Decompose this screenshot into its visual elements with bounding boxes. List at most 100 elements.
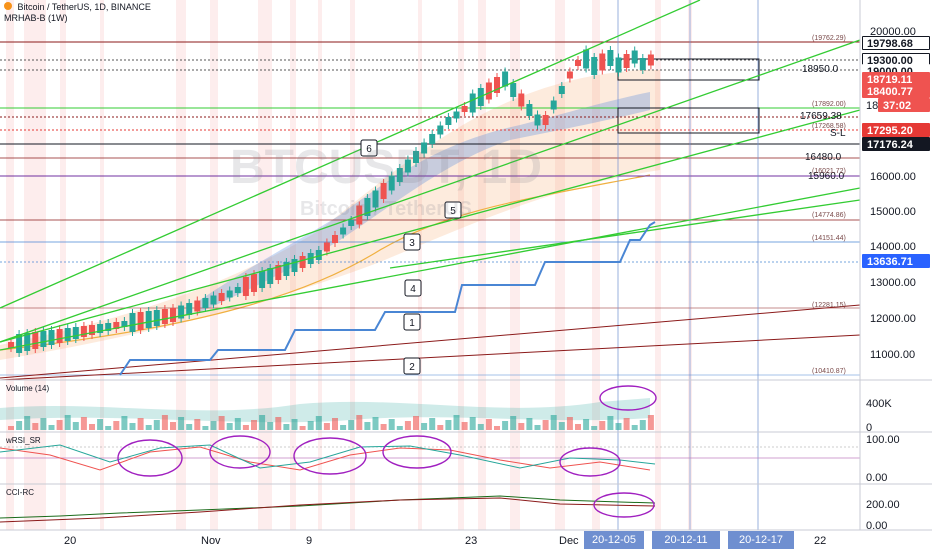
stop-loss-label: S-L xyxy=(830,128,846,139)
level-label: 16480.0 xyxy=(805,152,842,163)
trendline xyxy=(0,187,861,351)
price-tick: 14000.00 xyxy=(870,241,916,253)
time-label: 23 xyxy=(465,535,478,547)
volume-bar xyxy=(291,419,298,430)
fib-label: (14774.86) xyxy=(812,212,846,219)
wave-label-box xyxy=(444,201,462,219)
volume-bar xyxy=(48,425,55,430)
candle-body xyxy=(429,134,436,144)
candle-body xyxy=(259,271,266,288)
volume-bar xyxy=(340,425,347,430)
level-label: 18950.0 xyxy=(802,64,839,75)
candle-body xyxy=(161,309,168,324)
candle-body xyxy=(64,328,71,341)
target-box xyxy=(617,107,760,134)
red-band xyxy=(555,0,565,530)
cci-pane-label[interactable]: CCI-RC xyxy=(6,488,34,497)
price-tag[interactable]: 17295.20 xyxy=(862,123,930,137)
volume-bar xyxy=(599,421,606,430)
watermark-ticker: BTCUSDT, 1D xyxy=(230,141,543,194)
annotation-ellipse xyxy=(293,437,367,475)
fib-label: (14151.44) xyxy=(812,235,846,242)
orange-cloud xyxy=(0,70,660,360)
candle-body xyxy=(170,308,176,322)
volume-bar xyxy=(526,418,533,430)
candle-body xyxy=(542,115,549,125)
candle-body xyxy=(153,310,160,326)
volume-bar xyxy=(129,423,136,430)
wave-label: 1 xyxy=(409,318,415,329)
candle-body xyxy=(299,256,306,268)
candlesticks xyxy=(8,45,654,357)
candle-body xyxy=(89,325,95,335)
candle-body xyxy=(615,57,622,73)
candle-body xyxy=(380,183,387,199)
red-band xyxy=(6,0,14,530)
price-tag[interactable]: 13636.71 xyxy=(862,254,930,268)
step-line xyxy=(119,221,656,376)
target-box xyxy=(617,58,760,81)
volume-bar xyxy=(218,416,225,430)
candle-body xyxy=(275,265,282,280)
indicator-panes xyxy=(0,385,860,523)
volume-bar xyxy=(40,418,47,430)
horizontal-levels xyxy=(0,0,860,530)
cci-tick: 0.00 xyxy=(866,520,888,532)
date-marker[interactable]: 20-12-17 xyxy=(728,531,794,549)
volume-bar xyxy=(259,415,266,430)
wrsi-pane-label[interactable]: wRSI_SR xyxy=(6,436,41,445)
bitcoin-icon xyxy=(4,2,12,10)
volume-bar xyxy=(283,424,290,430)
candle-body xyxy=(105,323,112,331)
volume-bar xyxy=(437,425,444,430)
cci-line xyxy=(0,497,656,523)
red-band xyxy=(176,0,186,530)
volume-bar xyxy=(348,420,355,430)
volume-bar xyxy=(145,425,152,430)
date-marker[interactable]: 20-12-11 xyxy=(652,531,720,549)
volume-tick: 0 xyxy=(866,422,873,434)
red-band xyxy=(592,0,600,530)
symbol-header[interactable]: Bitcoin / TetherUS, 1D, BINANCE xyxy=(4,2,151,13)
annotation-ellipse xyxy=(209,435,271,469)
price-tag[interactable]: 17176.24 xyxy=(862,137,930,151)
candle-body xyxy=(202,298,209,308)
candle-body xyxy=(32,332,39,349)
time-label: Nov xyxy=(201,535,221,547)
price-tag[interactable]: 18400.77 xyxy=(862,84,930,98)
volume-bar xyxy=(575,424,581,430)
candle-body xyxy=(251,274,257,292)
time-label: 9 xyxy=(306,535,313,547)
volume-bar xyxy=(518,423,525,430)
wrsi-tick: 0.00 xyxy=(866,472,888,484)
volume-bar xyxy=(113,421,120,430)
support-line xyxy=(0,334,861,381)
price-tick: 12000.00 xyxy=(870,313,916,325)
volume-bar xyxy=(647,415,654,430)
countdown-tag[interactable]: 37:02 xyxy=(878,98,930,112)
candle-body xyxy=(323,242,330,252)
candle-body xyxy=(445,117,452,125)
volume-bar xyxy=(356,415,363,430)
volume-bar xyxy=(469,417,476,430)
fib-label: (16021.72) xyxy=(812,168,846,175)
price-tag[interactable]: 19798.68 xyxy=(862,36,930,50)
date-marker[interactable]: 20-12-05 xyxy=(584,531,644,549)
red-band xyxy=(258,0,272,530)
wave-label: 3 xyxy=(409,238,415,249)
candle-body xyxy=(623,54,630,68)
volume-bar xyxy=(631,425,638,430)
annotation-ellipse xyxy=(599,385,657,411)
volume-bar xyxy=(591,426,598,430)
candle-body xyxy=(72,327,79,339)
price-tick-partial: 18 xyxy=(866,100,879,112)
candle-body xyxy=(494,77,500,93)
candle-body xyxy=(40,331,47,347)
indicator-header[interactable]: MRHAB-B (1W) xyxy=(4,13,68,23)
volume-bar xyxy=(639,420,646,430)
volume-bar xyxy=(542,420,549,430)
annotations: 6 5 3 4 1 2 xyxy=(360,139,462,375)
volume-pane-label[interactable]: Volume (14) xyxy=(6,384,50,393)
volume-bar xyxy=(445,420,452,430)
